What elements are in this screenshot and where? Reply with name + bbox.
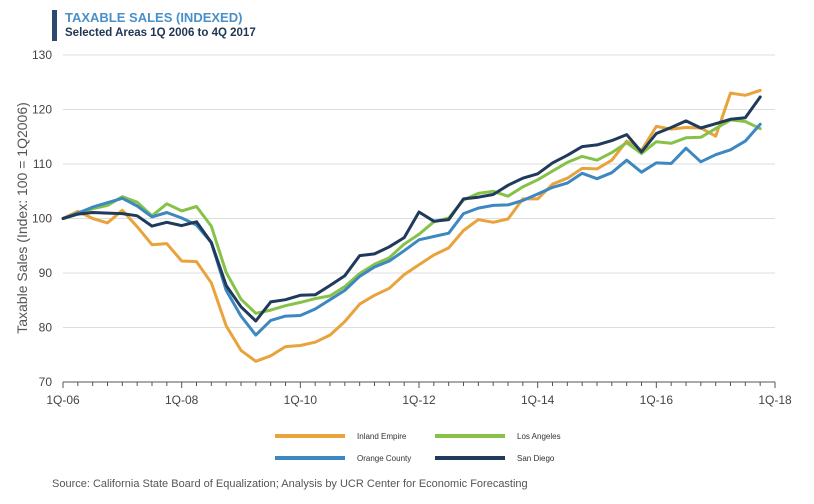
title-block: TAXABLE SALES (INDEXED) Selected Areas 1… [52, 10, 256, 41]
y-axis-title: Taxable Sales (Index: 100 = 1Q2006) [14, 102, 30, 334]
x-tick-label-1Q-16: 1Q-16 [640, 393, 674, 407]
x-tick-label-1Q-06: 1Q-06 [46, 393, 80, 407]
y-tick-label-80: 80 [39, 321, 53, 335]
series-line-orange-county [61, 122, 762, 337]
y-tick-label-100: 100 [32, 212, 52, 226]
y-tick-label-120: 120 [32, 103, 52, 117]
y-tick-label-90: 90 [39, 266, 53, 280]
series-line-san-diego [61, 95, 762, 323]
chart-subtitle: Selected Areas 1Q 2006 to 4Q 2017 [65, 27, 256, 39]
y-axis-ticks: 70 80 90 100 110 120 130 [32, 48, 52, 389]
legend-label-los-angeles: Los Angeles [517, 432, 561, 441]
legend: Inland Empire Los Angeles Orange County San… [275, 432, 561, 463]
y-tick-label-70: 70 [39, 375, 53, 389]
chart-title: TAXABLE SALES (INDEXED) [65, 10, 243, 25]
source-note: Source: California State Board of Equali… [52, 478, 528, 490]
y-tick-label-130: 130 [32, 48, 52, 62]
x-tick-label-1Q-12: 1Q-12 [402, 393, 436, 407]
y-tick-label-110: 110 [33, 157, 52, 171]
gridlines [63, 54, 775, 328]
x-tick-label-1Q-18: 1Q-18 [758, 393, 792, 407]
x-axis: 1Q-06 1Q-08 1Q-10 1Q-12 1Q-14 1Q-16 1Q-18 [46, 381, 792, 407]
series-line-inland-empire [61, 88, 762, 363]
legend-label-orange-county: Orange County [357, 454, 411, 463]
series-lines [61, 88, 762, 363]
x-tick-label-1Q-08: 1Q-08 [165, 393, 199, 407]
x-tick-label-1Q-14: 1Q-14 [521, 393, 555, 407]
x-tick-label-1Q-10: 1Q-10 [284, 393, 318, 407]
legend-label-san-diego: San Diego [517, 454, 555, 463]
series-line-los-angeles [61, 118, 762, 315]
legend-label-inland-empire: Inland Empire [357, 432, 407, 441]
